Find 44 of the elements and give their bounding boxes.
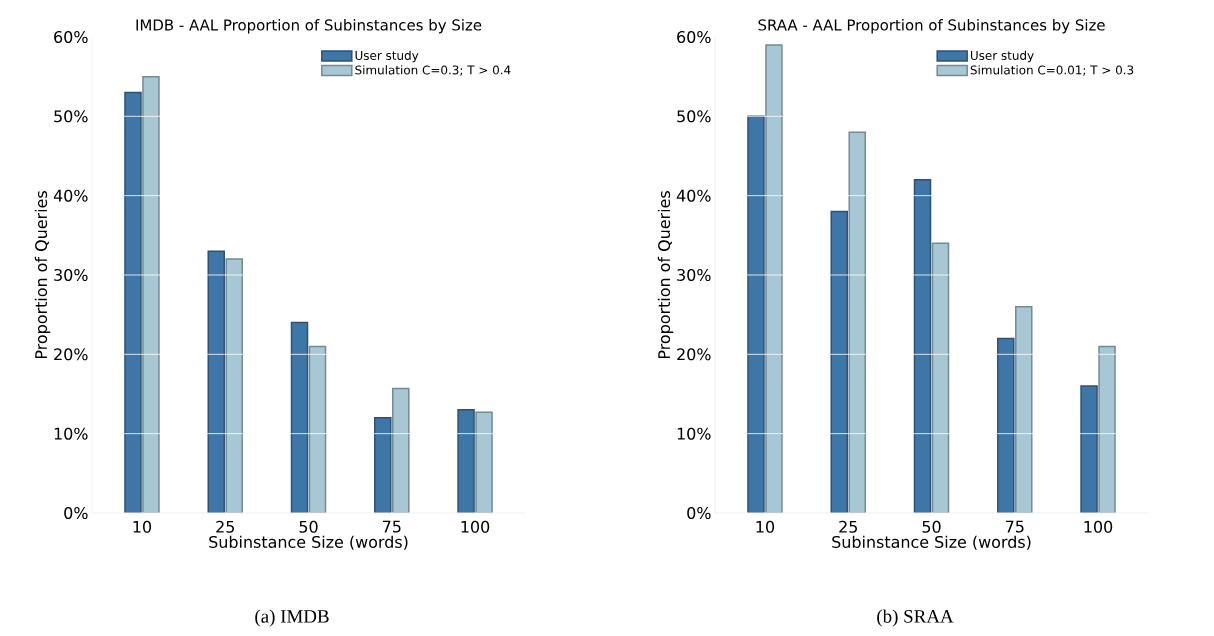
y-tick-label: 10% (54, 427, 88, 440)
x-tick-label: 10 (756, 520, 775, 533)
y-tick-label: 0% (687, 506, 711, 520)
y-tick-label: 50% (54, 110, 88, 123)
y-tick-label: 40% (676, 189, 711, 202)
x-tick-label: 100 (1084, 520, 1113, 533)
x-tick-label: 25 (839, 520, 857, 533)
x-tick-label: 10 (133, 520, 152, 533)
y-tick-label: 30% (677, 268, 711, 282)
x-tick-label: 50 (299, 520, 318, 533)
y-tick-label: 50% (677, 110, 711, 123)
x-tick-label: 25 (216, 520, 234, 533)
bar (848, 131, 866, 513)
legend-label: User study (970, 50, 1034, 63)
x-axis-title: Subinstance Size (words) (832, 535, 1031, 550)
legend-label: Simulation C=0.01; T > 0.3 (970, 65, 1134, 76)
y-tick-label: 0% (64, 506, 88, 520)
x-tick-label: 75 (382, 520, 401, 533)
y-axis-title: Proportion of Queries (657, 191, 674, 359)
y-tick-label: 20% (677, 348, 711, 361)
bar (931, 242, 950, 513)
legend-label: Simulation C=0.3; T > 0.4 (355, 65, 511, 76)
bar (290, 321, 309, 513)
y-tick-label: 20% (54, 348, 88, 361)
x-axis-title: Subinstance Size (words) (209, 535, 408, 550)
x-tick-label: 75 (1005, 520, 1024, 533)
text: (b) SRAA (877, 609, 954, 627)
y-tick-label: 60% (54, 30, 88, 44)
y-tick-label: 40% (53, 189, 88, 202)
x-tick-label: 50 (922, 520, 941, 533)
bar (308, 345, 327, 513)
bar (913, 179, 932, 513)
bar (1098, 345, 1116, 513)
text: (a) IMDB (255, 609, 329, 627)
y-axis-title: Proportion of Queries (34, 191, 51, 359)
bar (1015, 305, 1033, 513)
y-tick-label: 10% (677, 427, 711, 440)
y-tick-label: 60% (677, 30, 711, 44)
chart-title: IMDB - AAL Proportion of Subinstances by Size (136, 19, 482, 34)
y-tick-label: 30% (54, 268, 88, 282)
x-tick-label: 100 (461, 520, 490, 533)
chart-title: SRAA - AAL Proportion of Subinstances by Size (758, 19, 1105, 34)
legend-label: User study (355, 50, 419, 63)
bar (765, 44, 783, 513)
